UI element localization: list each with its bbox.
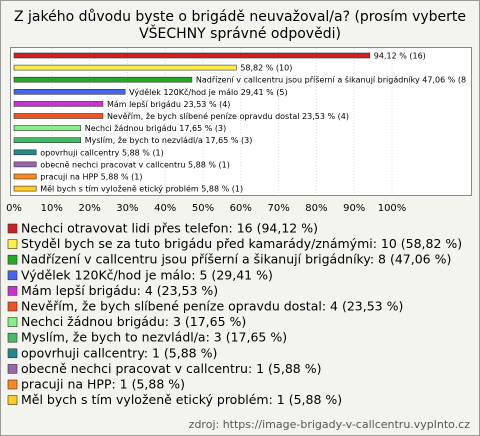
legend-label: Nechci žádnou brigádu: 3 (17,65 %) — [21, 314, 246, 329]
x-tick-label: 30% — [116, 203, 138, 214]
legend-label: pracuji na HPP: 1 (5,88 %) — [21, 377, 185, 392]
legend-swatch — [7, 395, 18, 405]
bar-label: Měl bych s tím vyloženě etický problém 5… — [40, 184, 243, 194]
bar — [13, 64, 237, 71]
legend-label: obecně nechci pracovat v callcentru: 1 (… — [21, 361, 322, 376]
legend-swatch — [7, 332, 18, 343]
bar-label: Nechci žádnou brigádu 17,65 % (3) — [85, 124, 226, 133]
legend-swatch — [7, 317, 18, 327]
chart-title: VŠECHNY správné odpovědi) — [139, 24, 341, 42]
chart-title: Z jakého důvodu byste o brigádě neuvažov… — [14, 9, 466, 25]
legend-swatch — [7, 254, 18, 265]
x-tick-label: 10% — [41, 203, 63, 214]
bar-label: pracuji na HPP 5,88 % (1) — [40, 173, 142, 182]
bar-label: Mám lepší brigádu 23,53 % (4) — [107, 99, 230, 109]
source: zdroj: https://image-brigady-v-callcentr… — [189, 418, 471, 431]
legend-label: Nevěřím, že bych slíbené peníze opravdu … — [21, 299, 403, 314]
bar-label: 94,12 % (16) — [374, 52, 426, 61]
bar-label: Nadřízení v callcentru jsou příšerní a š… — [196, 75, 466, 85]
legend-swatch — [7, 239, 18, 249]
x-tick-label: 100% — [378, 203, 407, 214]
bar — [13, 149, 37, 156]
bar — [13, 161, 37, 168]
x-tick-label: 0% — [6, 203, 22, 214]
x-tick-label: 90% — [343, 203, 365, 214]
bar-label: 58,82 % (10) — [240, 64, 292, 73]
legend-label: Styděl bych se za tuto brigádu před kama… — [21, 236, 462, 251]
x-tick-label: 70% — [267, 203, 289, 214]
bar-label: opovrhuji callcentry 5,88 % (1) — [40, 148, 164, 157]
legend-label: opovrhuji callcentry: 1 (5,88 %) — [21, 345, 217, 360]
x-tick-label: 20% — [78, 203, 100, 214]
legend-label: Myslím, že bych to nezvládl/a: 3 (17,65 … — [21, 330, 287, 345]
legend-swatch — [7, 348, 18, 359]
bar-label: Myslím, že bych to nezvládl/a 17,65 % (3… — [85, 136, 253, 145]
x-tick-label: 50% — [192, 203, 214, 214]
x-tick-label: 60% — [230, 203, 252, 214]
legend-label: Nadřízení v callcentru jsou příšerní a š… — [21, 252, 451, 267]
bar — [13, 173, 37, 180]
bar-label: obecně nechci pracovat v callcentru 5,88… — [40, 160, 230, 169]
bar — [13, 185, 37, 192]
legend-swatch — [7, 379, 18, 390]
bar — [13, 101, 104, 107]
legend-swatch — [7, 364, 18, 374]
bar — [13, 125, 82, 131]
bar-label: Výdělek 120Kč/hod je málo 29,41 % (5) — [129, 87, 287, 97]
bar-label: Nevěřím, že bych slíbené peníze opravdu … — [107, 111, 349, 121]
bar — [13, 76, 193, 83]
legend-swatch — [7, 270, 18, 281]
bar — [13, 89, 126, 95]
legend-label: Nechci otravovat lidi přes telefon: 16 (… — [21, 221, 318, 236]
bar — [13, 52, 371, 59]
legend-swatch — [7, 223, 18, 234]
x-tick-label: 40% — [154, 203, 176, 214]
bar — [13, 113, 104, 119]
legend-label: Měl bych s tím vyloženě etický problém: … — [21, 392, 342, 407]
bar — [13, 137, 82, 143]
legend-swatch — [7, 286, 18, 296]
legend-label: Výdělek 120Kč/hod je málo: 5 (29,41 %) — [21, 267, 273, 282]
x-tick-label: 80% — [305, 203, 327, 214]
legend-label: Mám lepší brigádu: 4 (23,53 %) — [21, 283, 218, 298]
legend-swatch — [7, 301, 18, 312]
